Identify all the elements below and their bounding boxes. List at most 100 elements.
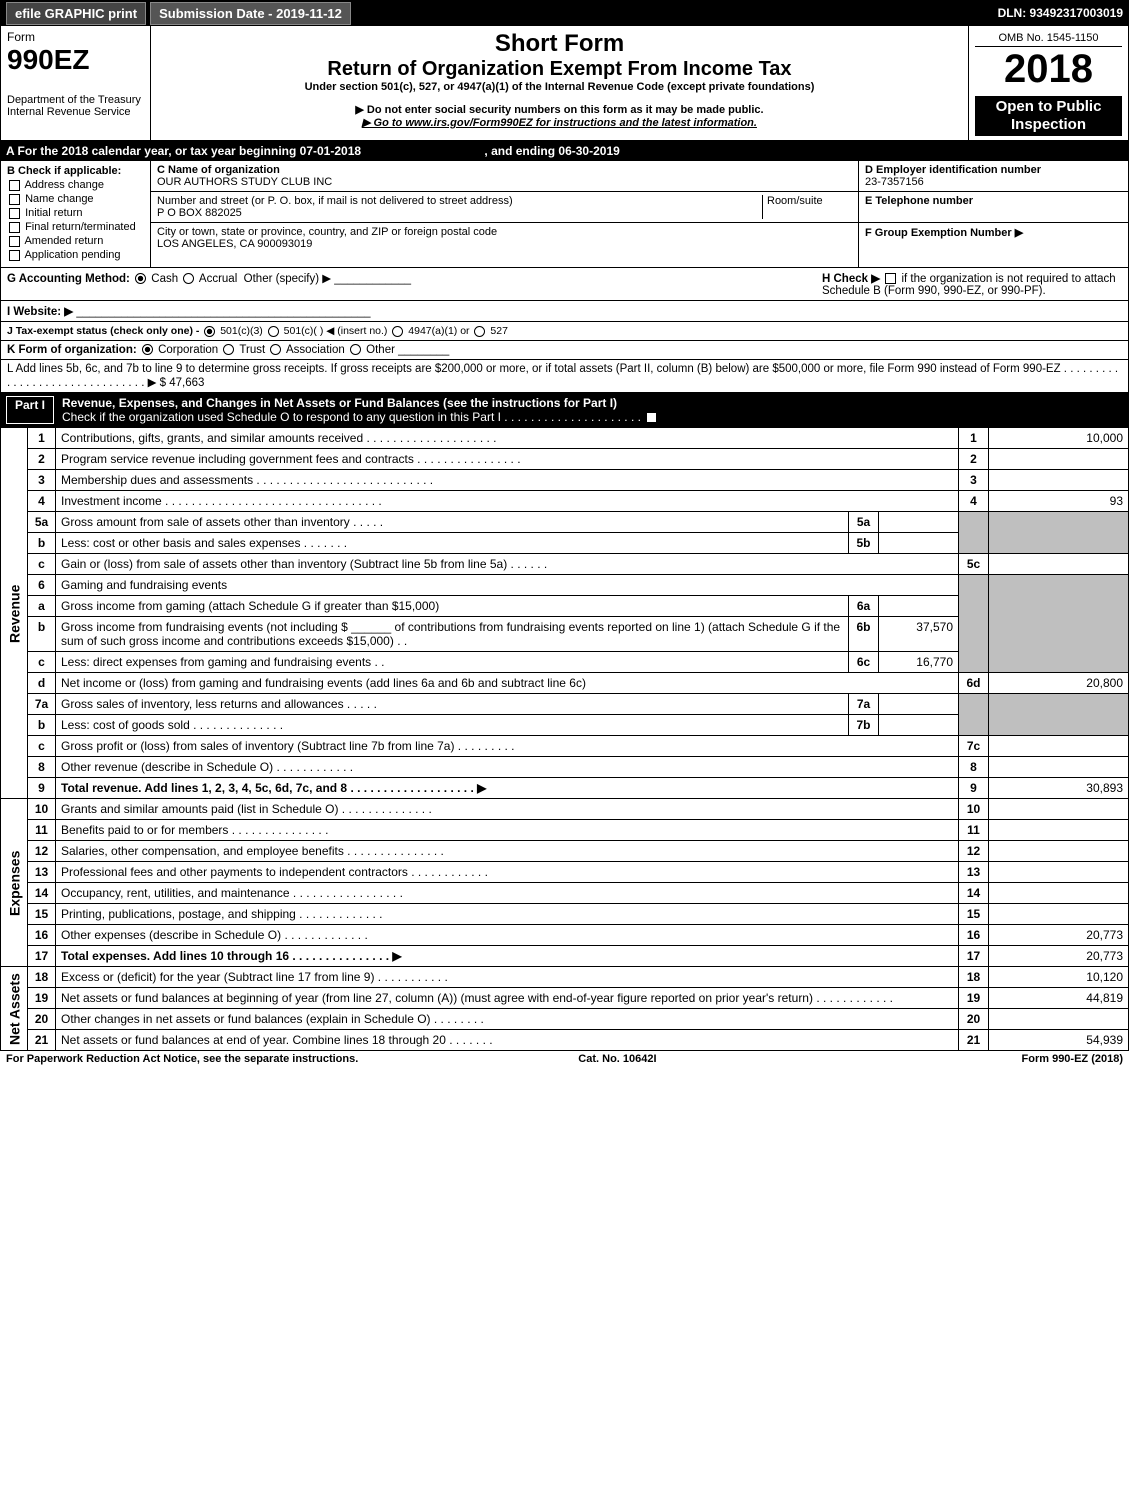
tax-year: 2018 xyxy=(975,47,1122,92)
row5c-no: c xyxy=(28,554,56,575)
other-label: Other (specify) ▶ xyxy=(244,273,331,285)
501c3-label: 501(c)(3) xyxy=(220,325,263,337)
room-label: Room/suite xyxy=(762,195,852,219)
row2-amt xyxy=(989,449,1129,470)
form-number: 990EZ xyxy=(7,44,144,76)
row8-no: 8 xyxy=(28,757,56,778)
row6d-box: 6d xyxy=(959,673,989,694)
row18-amt: 10,120 xyxy=(989,967,1129,988)
527-label: 527 xyxy=(490,325,508,337)
row6c-no: c xyxy=(28,652,56,673)
row5a-no: 5a xyxy=(28,512,56,533)
cb-part1-scheduleO[interactable] xyxy=(646,412,657,423)
cb-address-change[interactable]: Address change xyxy=(7,179,144,191)
omb-number: OMB No. 1545-1150 xyxy=(975,30,1122,47)
radio-cash[interactable] xyxy=(135,273,146,284)
form-word: Form xyxy=(7,30,144,44)
row6a-sub: 6a xyxy=(849,596,879,617)
radio-accrual[interactable] xyxy=(183,273,194,284)
row5a-subamt xyxy=(879,512,959,533)
subtitle: Under section 501(c), 527, or 4947(a)(1)… xyxy=(157,81,962,93)
cb-schedule-b[interactable] xyxy=(885,273,896,284)
grey-7 xyxy=(959,694,989,736)
efile-button[interactable]: efile GRAPHIC print xyxy=(6,2,146,25)
cb-final-return[interactable]: Final return/terminated xyxy=(7,221,144,233)
radio-501c[interactable] xyxy=(268,326,279,337)
trust-label: Trust xyxy=(239,344,265,356)
row18-desc: Excess or (deficit) for the year (Subtra… xyxy=(56,967,959,988)
row7b-subamt xyxy=(879,715,959,736)
radio-527[interactable] xyxy=(474,326,485,337)
footer-right: Form 990-EZ (2018) xyxy=(1022,1053,1123,1065)
footer-left: For Paperwork Reduction Act Notice, see … xyxy=(6,1053,358,1065)
row9-amt: 30,893 xyxy=(989,778,1129,799)
radio-assoc[interactable] xyxy=(270,344,281,355)
row5a-desc: Gross amount from sale of assets other t… xyxy=(56,512,849,533)
row21-no: 21 xyxy=(28,1030,56,1051)
K-label: K Form of organization: xyxy=(7,344,137,356)
row7b-desc: Less: cost of goods sold . . . . . . . .… xyxy=(56,715,849,736)
cb-application-pending[interactable]: Application pending xyxy=(7,249,144,261)
row19-no: 19 xyxy=(28,988,56,1009)
row16-no: 16 xyxy=(28,925,56,946)
row1-amt: 10,000 xyxy=(989,428,1129,449)
info-grid: B Check if applicable: Address change Na… xyxy=(0,161,1129,268)
row9-no: 9 xyxy=(28,778,56,799)
accrual-label: Accrual xyxy=(199,273,237,285)
warning: ▶ Do not enter social security numbers o… xyxy=(157,103,962,116)
footer: For Paperwork Reduction Act Notice, see … xyxy=(0,1051,1129,1067)
row6c-subamt: 16,770 xyxy=(879,652,959,673)
radio-corp[interactable] xyxy=(142,344,153,355)
org-name: OUR AUTHORS STUDY CLUB INC xyxy=(157,176,852,188)
row4-amt: 93 xyxy=(989,491,1129,512)
goto-link[interactable]: ▶ Go to www.irs.gov/Form990EZ for instru… xyxy=(157,116,962,129)
row7a-subamt xyxy=(879,694,959,715)
row13-desc: Professional fees and other payments to … xyxy=(56,862,959,883)
row7c-no: c xyxy=(28,736,56,757)
row15-box: 15 xyxy=(959,904,989,925)
radio-trust[interactable] xyxy=(223,344,234,355)
line-J: J Tax-exempt status (check only one) - 5… xyxy=(0,322,1129,341)
cb-name-change[interactable]: Name change xyxy=(7,193,144,205)
D-label: D Employer identification number xyxy=(865,164,1122,176)
row10-desc: Grants and similar amounts paid (list in… xyxy=(56,799,959,820)
row20-desc: Other changes in net assets or fund bala… xyxy=(56,1009,959,1030)
row2-no: 2 xyxy=(28,449,56,470)
row16-desc: Other expenses (describe in Schedule O) … xyxy=(56,925,959,946)
row14-no: 14 xyxy=(28,883,56,904)
part1-no: Part I xyxy=(6,396,54,424)
row7a-sub: 7a xyxy=(849,694,879,715)
line-K: K Form of organization: Corporation Trus… xyxy=(0,341,1129,360)
radio-other-org[interactable] xyxy=(350,344,361,355)
row10-amt xyxy=(989,799,1129,820)
row5b-subamt xyxy=(879,533,959,554)
4947-label: 4947(a)(1) or xyxy=(408,325,469,337)
expenses-label: Expenses xyxy=(1,799,28,967)
row17-no: 17 xyxy=(28,946,56,967)
dept-label: Department of the Treasury xyxy=(7,94,144,106)
submission-button[interactable]: Submission Date - 2019-11-12 xyxy=(150,2,351,25)
row7a-desc: Gross sales of inventory, less returns a… xyxy=(56,694,849,715)
row20-no: 20 xyxy=(28,1009,56,1030)
row20-amt xyxy=(989,1009,1129,1030)
row11-desc: Benefits paid to or for members . . . . … xyxy=(56,820,959,841)
row5c-desc: Gain or (loss) from sale of assets other… xyxy=(56,554,959,575)
I-label: I Website: ▶ xyxy=(7,306,73,318)
row6d-desc: Net income or (loss) from gaming and fun… xyxy=(56,673,959,694)
radio-501c3[interactable] xyxy=(204,326,215,337)
row1-no: 1 xyxy=(28,428,56,449)
grey-7-amt xyxy=(989,694,1129,736)
radio-4947[interactable] xyxy=(392,326,403,337)
row7c-desc: Gross profit or (loss) from sales of inv… xyxy=(56,736,959,757)
row5b-desc: Less: cost or other basis and sales expe… xyxy=(56,533,849,554)
part1-title: Revenue, Expenses, and Changes in Net As… xyxy=(62,396,617,410)
cb-initial-return[interactable]: Initial return xyxy=(7,207,144,219)
org-address: P O BOX 882025 xyxy=(157,207,762,219)
J-label: J Tax-exempt status (check only one) - xyxy=(7,325,199,337)
row11-amt xyxy=(989,820,1129,841)
row21-amt: 54,939 xyxy=(989,1030,1129,1051)
row4-desc: Investment income . . . . . . . . . . . … xyxy=(56,491,959,512)
row6b-desc: Gross income from fundraising events (no… xyxy=(56,617,849,652)
cb-amended[interactable]: Amended return xyxy=(7,235,144,247)
row14-desc: Occupancy, rent, utilities, and maintena… xyxy=(56,883,959,904)
